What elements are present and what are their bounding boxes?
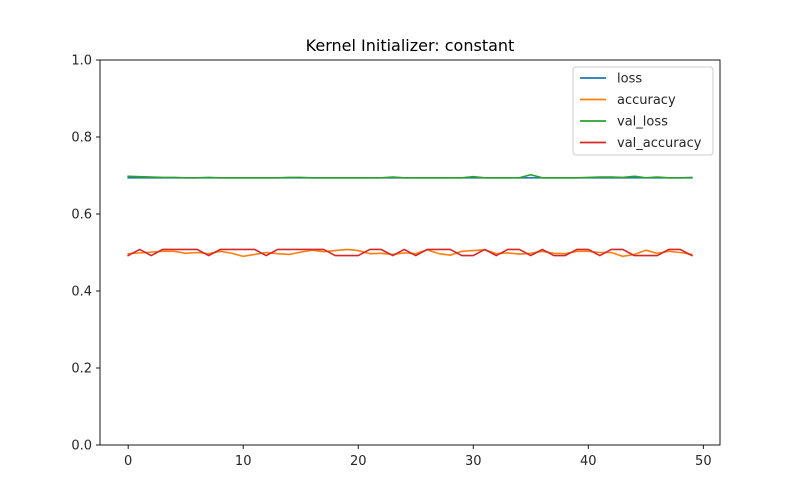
x-tick-label: 50 [695, 454, 712, 469]
plot-frame [99, 59, 721, 446]
legend-label-loss: loss [617, 72, 642, 87]
y-tick-label: 0.8 [71, 131, 92, 146]
x-tick-label: 40 [580, 454, 597, 469]
y-tick-label: 0.4 [71, 285, 92, 300]
y-tick-label: 0.0 [71, 439, 92, 454]
legend-box [572, 66, 714, 156]
legend-label-val-accuracy: val_accuracy [617, 136, 702, 151]
y-tick-label: 1.0 [71, 54, 92, 69]
series-line-val-loss [127, 173, 693, 179]
y-tick-label: 0.2 [71, 362, 92, 377]
legend-label-val-loss: val_loss [617, 115, 668, 130]
chart-title: Kernel Initializer: constant [306, 36, 515, 55]
y-tick-label: 0.6 [71, 208, 92, 223]
x-tick-label: 0 [124, 454, 132, 469]
series-layer [127, 173, 693, 258]
series-line-val-accuracy [127, 248, 693, 257]
x-tick-label: 10 [235, 454, 252, 469]
legend-label-accuracy: accuracy [617, 93, 676, 108]
x-tick-label: 20 [350, 454, 367, 469]
legend: loss accuracy val_loss val_accuracy [572, 66, 714, 156]
x-tick-label: 30 [465, 454, 482, 469]
x-axis: 0 10 20 30 40 50 [124, 445, 712, 469]
y-axis: 0.0 0.2 0.4 0.6 0.8 1.0 [71, 54, 100, 454]
